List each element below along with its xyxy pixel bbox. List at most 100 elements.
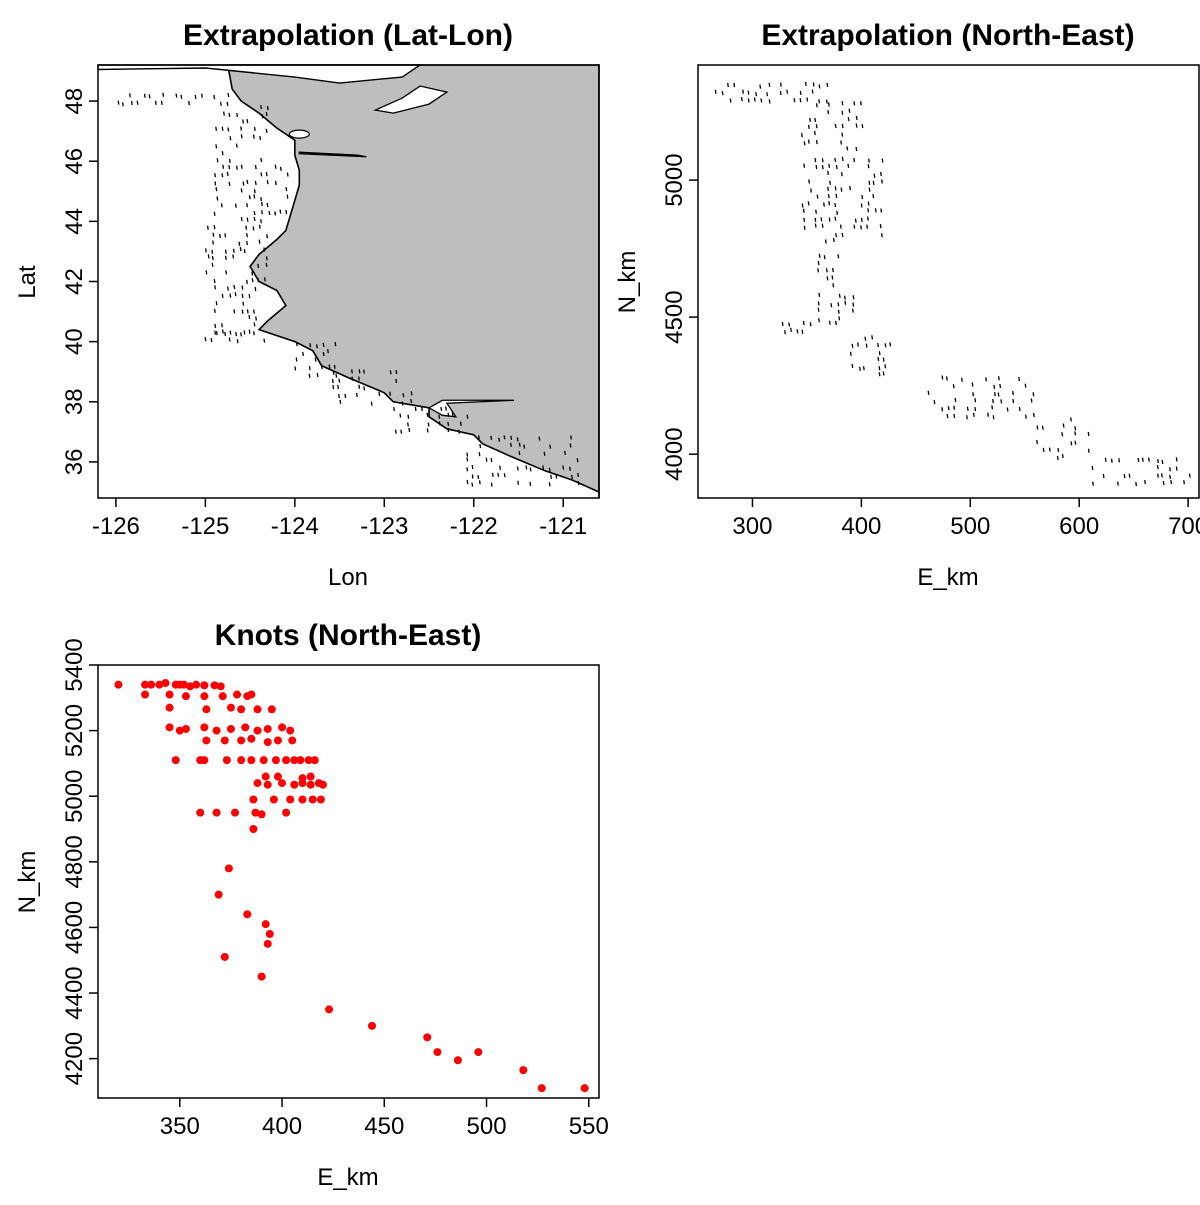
data-point (817, 301, 820, 306)
data-point (841, 123, 844, 129)
data-point (253, 210, 256, 216)
data-point (224, 249, 227, 254)
y-tick-label: 38 (61, 388, 88, 415)
data-point (221, 173, 224, 178)
data-point (878, 372, 881, 377)
data-point (447, 412, 450, 417)
data-point (1161, 459, 1164, 465)
data-point (351, 376, 354, 381)
data-point (821, 165, 824, 170)
data-point (868, 187, 871, 192)
data-point (852, 302, 855, 307)
data-point (351, 369, 353, 374)
data-point (221, 126, 224, 131)
y-tick-label: 44 (61, 208, 88, 235)
data-point (393, 406, 395, 412)
data-point (302, 351, 304, 357)
data-point (226, 286, 229, 291)
data-point (232, 254, 235, 259)
data-point (517, 480, 520, 485)
data-point (1012, 391, 1014, 396)
data-point (246, 233, 248, 238)
data-point (548, 482, 551, 487)
plot-frame (97, 664, 600, 1099)
data-point (204, 337, 207, 342)
data-point (395, 378, 398, 384)
data-point (246, 119, 249, 124)
data-point (471, 464, 474, 470)
data-point (841, 101, 844, 106)
data-point (849, 351, 852, 356)
data-point (314, 357, 317, 362)
data-point (337, 394, 340, 399)
y-tick-label: 4600 (61, 901, 88, 954)
knot-point (306, 780, 315, 789)
data-point (1018, 376, 1020, 382)
knot-point (308, 795, 317, 804)
data-point (841, 132, 844, 137)
data-point (211, 255, 214, 261)
data-point (529, 467, 532, 472)
data-point (811, 89, 814, 94)
data-point (327, 349, 329, 354)
data-point (813, 130, 816, 136)
axes: 350 400 450 500 550 4200 4400 4600 4800 5000 5200 5… (61, 638, 609, 1140)
data-point (570, 435, 572, 440)
data-point (254, 180, 257, 186)
knot-point (147, 680, 156, 689)
data-point (363, 369, 365, 374)
knot-point (212, 726, 221, 735)
data-point (335, 373, 338, 378)
data-point (225, 270, 228, 275)
data-point (839, 224, 842, 229)
data-point (1087, 448, 1090, 453)
data-point (1087, 431, 1090, 437)
data-point (477, 435, 480, 440)
data-point (823, 202, 825, 207)
data-point (577, 472, 580, 477)
data-point (478, 480, 481, 485)
data-point (835, 193, 838, 198)
data-point (865, 343, 868, 348)
x-tick-label: -123 (360, 513, 408, 540)
knot-point (155, 680, 164, 689)
data-point (855, 146, 858, 152)
data-point (1024, 383, 1027, 388)
data-point (215, 144, 218, 149)
data-point (733, 82, 736, 88)
harbor-inlet (288, 129, 310, 139)
x-tick-label: 450 (364, 1113, 404, 1140)
data-point (206, 225, 209, 230)
knot-point (519, 1066, 528, 1075)
data-point (240, 134, 243, 139)
data-point (213, 211, 216, 216)
data-point (790, 327, 792, 332)
data-point (806, 97, 809, 102)
data-point (861, 124, 864, 129)
knot-point (261, 920, 270, 929)
knot-point (296, 756, 305, 765)
knot-point (181, 692, 190, 701)
data-point (445, 406, 447, 411)
data-point (867, 164, 870, 169)
data-point (274, 164, 277, 169)
data-point (235, 143, 238, 148)
data-point (266, 202, 269, 208)
data-point (860, 225, 862, 230)
data-point (997, 392, 1000, 397)
data-point (211, 262, 214, 267)
data-point (274, 180, 277, 186)
data-point (438, 421, 441, 426)
data-point (834, 157, 837, 163)
data-point (389, 370, 392, 375)
data-point (246, 309, 249, 314)
data-point (947, 406, 950, 411)
data-point (395, 370, 398, 375)
data-point (260, 172, 263, 177)
data-point (828, 201, 831, 206)
y-tick-label: 5400 (61, 638, 88, 691)
data-point (265, 172, 268, 177)
data-point (295, 342, 298, 347)
data-point (807, 124, 810, 129)
